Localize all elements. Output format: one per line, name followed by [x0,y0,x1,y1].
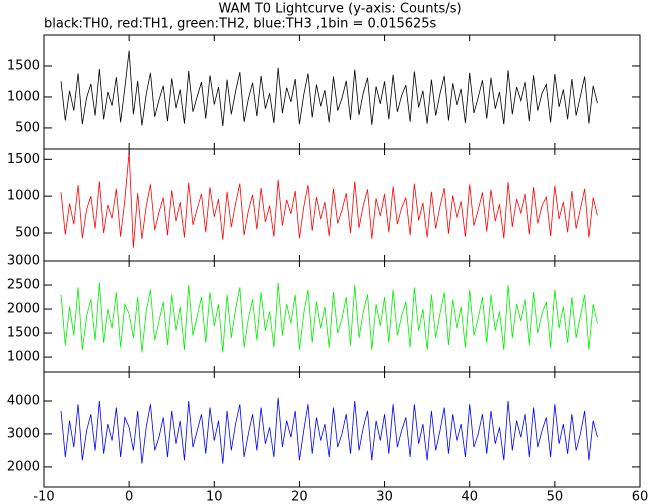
lightcurve [60,282,598,353]
y-tick-label: 500 [15,120,40,135]
panel-frame [43,34,641,150]
lightcurve [60,397,598,464]
y-tick-label: 2000 [7,302,40,317]
y-tick-label: 4000 [7,393,40,408]
y-tick-label: 1500 [7,152,40,167]
x-tick-label: 60 [632,490,649,504]
x-tick-label: -10 [33,490,54,504]
x-tick-label: 20 [291,490,308,504]
x-tick-label: 0 [125,490,133,504]
y-tick-label: 2000 [7,459,40,474]
x-tick-label: 50 [547,490,564,504]
y-tick-label: 500 [15,226,40,241]
panel-frame [43,371,641,488]
y-tick-label: 3000 [7,254,40,269]
chart-title: WAM T0 Lightcurve (y-axis: Counts/s) [218,2,461,17]
y-tick-label: 1000 [7,350,40,365]
y-tick-label: 3000 [7,426,40,441]
y-tick-label: 1000 [7,89,40,104]
lightcurve [60,50,598,127]
y-tick-label: 1500 [7,326,40,341]
chart-subtitle: black:TH0, red:TH1, green:TH2, blue:TH3 … [44,17,437,32]
x-tick-label: 40 [461,490,478,504]
panel-frame [43,260,641,373]
x-tick-label: 10 [206,490,223,504]
y-tick-label: 1000 [7,189,40,204]
lightcurve [60,151,598,248]
y-tick-label: 2500 [7,278,40,293]
y-tick-label: 1500 [7,58,40,73]
x-tick-label: 30 [376,490,393,504]
